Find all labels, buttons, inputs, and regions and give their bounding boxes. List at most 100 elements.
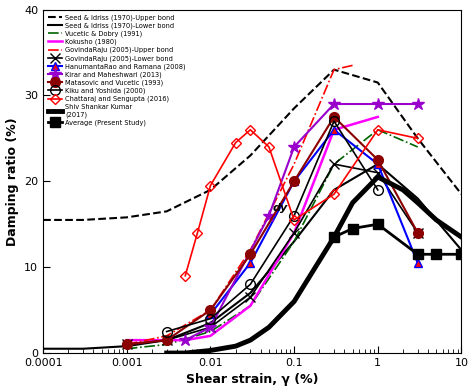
Kiku and Yoshida (2000) (331, 119, 337, 123)
Seed & Idriss (1970)-Lower bond (80, 347, 86, 351)
Matasovic and Vucetic (1993) (291, 179, 297, 183)
Seed & Idriss (1970)-Upper bond (124, 215, 129, 220)
GovindaRaju (2005)-Upper bond (350, 63, 356, 68)
Kokusho (1980) (164, 338, 170, 343)
Seed & Idriss (1970)-Upper bond (164, 209, 170, 214)
Y-axis label: Damping ratio (%): Damping ratio (%) (6, 117, 18, 246)
GovindaRaju (2005)-Lower bond (164, 338, 170, 343)
Kiku and Yoshida (2000) (164, 329, 170, 334)
HanumantaRao and Ramana (2008) (247, 261, 253, 265)
Matasovic and Vucetic (1993) (331, 114, 337, 119)
Kokusho (1980) (375, 114, 381, 119)
Seed & Idriss (1970)-Lower bond (247, 290, 253, 295)
Shiv Shankar Kumar
(2017) (400, 187, 406, 192)
GovindaRaju (2005)-Upper bond (208, 308, 213, 312)
Vucetic & Dobry (1991) (247, 303, 253, 308)
Line: Seed & Idriss (1970)-Lower bond: Seed & Idriss (1970)-Lower bond (43, 164, 462, 349)
Matasovic and Vucetic (1993) (247, 252, 253, 257)
Kokusho (1980) (182, 338, 188, 343)
Average (Present Study) (375, 222, 381, 227)
Kokusho (1980) (291, 230, 297, 235)
Kokusho (1980) (331, 127, 337, 132)
HanumantaRao and Ramana (2008) (208, 312, 213, 317)
Seed & Idriss (1970)-Lower bond (459, 248, 465, 252)
Shiv Shankar Kumar
(2017) (182, 351, 188, 356)
Matasovic and Vucetic (1993) (164, 338, 170, 343)
Vucetic & Dobry (1991) (415, 145, 420, 149)
HanumantaRao and Ramana (2008) (331, 127, 337, 132)
Kokusho (1980) (208, 334, 213, 338)
Shiv Shankar Kumar
(2017) (233, 344, 238, 348)
Chattaraj and Sengupta (2016) (266, 145, 272, 149)
Matasovic and Vucetic (1993) (415, 230, 420, 235)
GovindaRaju (2005)-Upper bond (291, 162, 297, 167)
Vucetic & Dobry (1991) (375, 127, 381, 132)
Kirar and Maheshwari (2013) (291, 145, 297, 149)
Line: Vucetic & Dobry (1991): Vucetic & Dobry (1991) (127, 130, 418, 349)
Kokusho (1980) (247, 303, 253, 308)
Line: GovindaRaju (2005)-Upper bond: GovindaRaju (2005)-Upper bond (127, 65, 353, 345)
GovindaRaju (2005)-Upper bond (331, 67, 337, 72)
Chattaraj and Sengupta (2016) (233, 140, 238, 145)
GovindaRaju (2005)-Lower bond (247, 295, 253, 299)
Line: Chattaraj and Sengupta (2016): Chattaraj and Sengupta (2016) (182, 126, 421, 279)
Vucetic & Dobry (1991) (208, 329, 213, 334)
GovindaRaju (2005)-Upper bond (124, 342, 129, 347)
Shiv Shankar Kumar
(2017) (208, 348, 213, 353)
Shiv Shankar Kumar
(2017) (415, 200, 420, 205)
Seed & Idriss (1970)-Lower bond (164, 338, 170, 343)
Average (Present Study) (331, 235, 337, 240)
Seed & Idriss (1970)-Lower bond (291, 239, 297, 244)
Kiku and Yoshida (2000) (208, 316, 213, 321)
Vucetic & Dobry (1991) (291, 239, 297, 244)
Matasovic and Vucetic (1993) (208, 308, 213, 312)
Seed & Idriss (1970)-Upper bond (208, 187, 213, 192)
Seed & Idriss (1970)-Upper bond (375, 80, 381, 85)
X-axis label: Shear strain, γ (%): Shear strain, γ (%) (186, 374, 319, 387)
Seed & Idriss (1970)-Lower bond (124, 344, 129, 348)
GovindaRaju (2005)-Lower bond (124, 342, 129, 347)
Kirar and Maheshwari (2013) (208, 325, 213, 330)
Kirar and Maheshwari (2013) (375, 102, 381, 106)
Seed & Idriss (1970)-Upper bond (415, 136, 420, 141)
Average (Present Study) (459, 252, 465, 257)
HanumantaRao and Ramana (2008) (291, 179, 297, 183)
Line: Average (Present Study): Average (Present Study) (329, 220, 466, 259)
HanumantaRao and Ramana (2008) (415, 261, 420, 265)
Chattaraj and Sengupta (2016) (331, 192, 337, 196)
Text: dy: dy (273, 203, 288, 213)
Seed & Idriss (1970)-Lower bond (375, 162, 381, 167)
Kiku and Yoshida (2000) (291, 213, 297, 218)
Chattaraj and Sengupta (2016) (375, 127, 381, 132)
Chattaraj and Sengupta (2016) (182, 273, 188, 278)
Shiv Shankar Kumar
(2017) (247, 338, 253, 343)
Average (Present Study) (433, 252, 439, 257)
Kokusho (1980) (124, 338, 129, 343)
Chattaraj and Sengupta (2016) (291, 218, 297, 222)
Vucetic & Dobry (1991) (164, 342, 170, 347)
Chattaraj and Sengupta (2016) (208, 183, 213, 188)
Seed & Idriss (1970)-Upper bond (291, 106, 297, 111)
Shiv Shankar Kumar
(2017) (266, 325, 272, 330)
Line: Shiv Shankar Kumar
(2017): Shiv Shankar Kumar (2017) (167, 177, 462, 353)
Chattaraj and Sengupta (2016) (195, 230, 201, 235)
Seed & Idriss (1970)-Upper bond (331, 67, 337, 72)
Seed & Idriss (1970)-Lower bond (331, 187, 337, 192)
GovindaRaju (2005)-Lower bond (415, 230, 420, 235)
GovindaRaju (2005)-Upper bond (164, 334, 170, 338)
Chattaraj and Sengupta (2016) (415, 136, 420, 141)
Seed & Idriss (1970)-Upper bond (80, 218, 86, 222)
Seed & Idriss (1970)-Upper bond (40, 218, 46, 222)
Shiv Shankar Kumar
(2017) (459, 235, 465, 240)
Matasovic and Vucetic (1993) (124, 342, 129, 347)
GovindaRaju (2005)-Lower bond (208, 325, 213, 330)
Kirar and Maheshwari (2013) (266, 213, 272, 218)
GovindaRaju (2005)-Upper bond (247, 248, 253, 252)
Line: HanumantaRao and Ramana (2008): HanumantaRao and Ramana (2008) (206, 125, 422, 319)
Seed & Idriss (1970)-Upper bond (247, 153, 253, 158)
Vucetic & Dobry (1991) (331, 162, 337, 167)
HanumantaRao and Ramana (2008) (375, 162, 381, 167)
GovindaRaju (2005)-Lower bond (331, 162, 337, 167)
Seed & Idriss (1970)-Lower bond (208, 321, 213, 325)
Shiv Shankar Kumar
(2017) (291, 299, 297, 304)
